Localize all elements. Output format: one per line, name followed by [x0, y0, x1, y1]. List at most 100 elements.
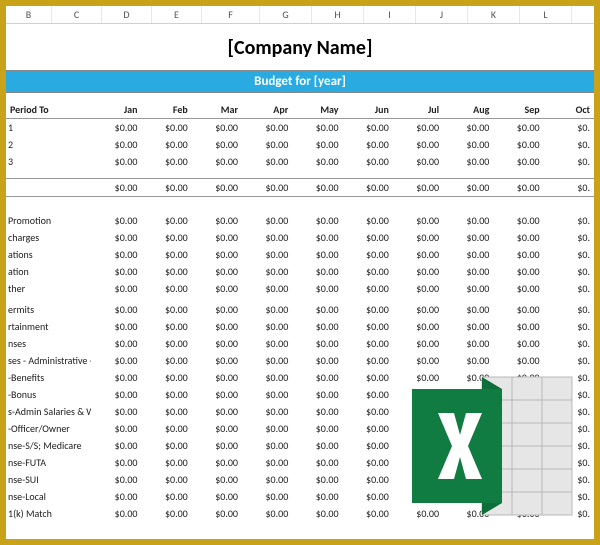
- cell[interactable]: $0.00: [192, 488, 242, 505]
- table-row[interactable]: ation$0.00$0.00$0.00$0.00$0.00$0.00$0.00…: [6, 263, 594, 280]
- cell[interactable]: $0.00: [393, 335, 443, 352]
- cell[interactable]: $0.00: [91, 505, 141, 522]
- cell[interactable]: $0.00: [141, 471, 191, 488]
- cell[interactable]: $0.00: [192, 386, 242, 403]
- cell[interactable]: $0.00: [493, 136, 543, 153]
- cell[interactable]: $0.00: [493, 153, 543, 170]
- cell[interactable]: $0.00: [91, 488, 141, 505]
- cell[interactable]: $0.00: [91, 178, 141, 196]
- cell[interactable]: $0.00: [343, 318, 393, 335]
- table-row[interactable]: 2$0.00$0.00$0.00$0.00$0.00$0.00$0.00$0.0…: [6, 136, 594, 153]
- cell[interactable]: $0.00: [493, 246, 543, 263]
- cell[interactable]: $0.00: [292, 335, 342, 352]
- cell[interactable]: $0.00: [141, 420, 191, 437]
- cell[interactable]: $0.00: [343, 263, 393, 280]
- cell[interactable]: $0.00: [393, 119, 443, 137]
- table-row[interactable]: ermits$0.00$0.00$0.00$0.00$0.00$0.00$0.0…: [6, 301, 594, 318]
- table-row[interactable]: 3$0.00$0.00$0.00$0.00$0.00$0.00$0.00$0.0…: [6, 153, 594, 170]
- cell[interactable]: $0.00: [242, 246, 292, 263]
- cell[interactable]: $0.00: [192, 263, 242, 280]
- cell[interactable]: $0.00: [141, 403, 191, 420]
- cell[interactable]: $0.00: [292, 403, 342, 420]
- cell[interactable]: $0.00: [192, 280, 242, 297]
- cell[interactable]: $0.00: [141, 369, 191, 386]
- cell[interactable]: $0.: [544, 301, 594, 318]
- cell[interactable]: $0.00: [91, 352, 141, 369]
- cell[interactable]: $0.00: [493, 301, 543, 318]
- cell[interactable]: $0.00: [493, 212, 543, 229]
- column-header-E[interactable]: E: [152, 6, 202, 23]
- cell[interactable]: $0.00: [292, 212, 342, 229]
- cell[interactable]: $0.00: [443, 246, 493, 263]
- cell[interactable]: $0.00: [443, 229, 493, 246]
- cell[interactable]: $0.00: [393, 318, 443, 335]
- cell[interactable]: $0.00: [292, 301, 342, 318]
- cell[interactable]: $0.00: [242, 454, 292, 471]
- cell[interactable]: $0.00: [292, 229, 342, 246]
- cell[interactable]: $0.00: [91, 386, 141, 403]
- cell[interactable]: $0.00: [91, 335, 141, 352]
- cell[interactable]: $0.00: [242, 119, 292, 137]
- cell[interactable]: $0.00: [91, 136, 141, 153]
- cell[interactable]: $0.00: [192, 369, 242, 386]
- column-header-J[interactable]: J: [416, 6, 468, 23]
- cell[interactable]: $0.00: [91, 454, 141, 471]
- cell[interactable]: $0.00: [393, 263, 443, 280]
- cell[interactable]: $0.00: [292, 505, 342, 522]
- cell[interactable]: $0.00: [91, 301, 141, 318]
- cell[interactable]: $0.00: [292, 280, 342, 297]
- cell[interactable]: $0.00: [141, 454, 191, 471]
- cell[interactable]: $0.00: [493, 352, 543, 369]
- cell[interactable]: $0.00: [141, 263, 191, 280]
- cell[interactable]: $0.00: [343, 352, 393, 369]
- cell[interactable]: $0.: [544, 335, 594, 352]
- cell[interactable]: $0.00: [91, 153, 141, 170]
- cell[interactable]: $0.00: [443, 178, 493, 196]
- cell[interactable]: $0.00: [343, 403, 393, 420]
- table-row[interactable]: charges$0.00$0.00$0.00$0.00$0.00$0.00$0.…: [6, 229, 594, 246]
- cell[interactable]: $0.00: [343, 437, 393, 454]
- cell[interactable]: $0.00: [91, 420, 141, 437]
- cell[interactable]: $0.00: [343, 369, 393, 386]
- cell[interactable]: $0.00: [493, 263, 543, 280]
- column-header-G[interactable]: G: [260, 6, 312, 23]
- table-row[interactable]: rtainment$0.00$0.00$0.00$0.00$0.00$0.00$…: [6, 318, 594, 335]
- cell[interactable]: $0.00: [242, 178, 292, 196]
- cell[interactable]: $0.00: [292, 178, 342, 196]
- cell[interactable]: $0.00: [91, 119, 141, 137]
- cell[interactable]: $0.00: [292, 153, 342, 170]
- cell[interactable]: $0.00: [393, 301, 443, 318]
- table-row[interactable]: 1$0.00$0.00$0.00$0.00$0.00$0.00$0.00$0.0…: [6, 119, 594, 137]
- table-row[interactable]: ses - Administrative - Other$0.00$0.00$0…: [6, 352, 594, 369]
- cell[interactable]: $0.00: [443, 352, 493, 369]
- cell[interactable]: $0.00: [343, 212, 393, 229]
- cell[interactable]: $0.00: [393, 212, 443, 229]
- column-header-F[interactable]: F: [202, 6, 260, 23]
- cell[interactable]: $0.00: [242, 471, 292, 488]
- cell[interactable]: $0.00: [292, 488, 342, 505]
- cell[interactable]: $0.00: [91, 263, 141, 280]
- column-header-K[interactable]: K: [468, 6, 520, 23]
- cell[interactable]: $0.00: [91, 471, 141, 488]
- cell[interactable]: $0.00: [343, 119, 393, 137]
- cell[interactable]: $0.00: [393, 246, 443, 263]
- cell[interactable]: $0.00: [493, 178, 543, 196]
- cell[interactable]: $0.00: [192, 454, 242, 471]
- column-header-H[interactable]: H: [312, 6, 364, 23]
- cell[interactable]: $0.00: [443, 263, 493, 280]
- cell[interactable]: $0.00: [343, 488, 393, 505]
- cell[interactable]: $0.00: [343, 229, 393, 246]
- table-row[interactable]: ations$0.00$0.00$0.00$0.00$0.00$0.00$0.0…: [6, 246, 594, 263]
- cell[interactable]: $0.00: [91, 403, 141, 420]
- cell[interactable]: $0.00: [242, 369, 292, 386]
- cell[interactable]: $0.00: [242, 335, 292, 352]
- cell[interactable]: $0.00: [242, 318, 292, 335]
- cell[interactable]: $0.00: [242, 505, 292, 522]
- cell[interactable]: $0.00: [141, 386, 191, 403]
- cell[interactable]: $0.00: [493, 119, 543, 137]
- cell[interactable]: $0.00: [141, 153, 191, 170]
- cell[interactable]: $0.: [544, 352, 594, 369]
- cell[interactable]: $0.00: [192, 335, 242, 352]
- cell[interactable]: $0.00: [292, 369, 342, 386]
- cell[interactable]: $0.00: [393, 178, 443, 196]
